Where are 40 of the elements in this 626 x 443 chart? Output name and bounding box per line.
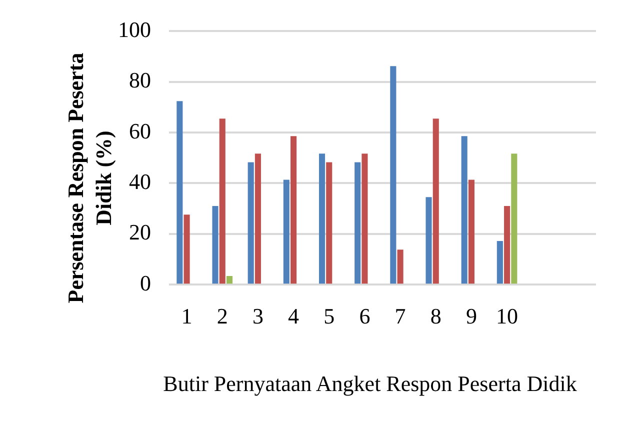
y-tick-label: 100 [118,16,151,42]
bar [326,162,332,284]
bar [362,154,368,284]
bar [212,206,218,284]
bar [504,206,510,284]
bar [432,118,439,284]
bar [318,154,326,284]
x-tick-label: 3 [252,304,264,329]
x-tick-label: 6 [359,304,370,329]
x-tick-label: 10 [496,304,518,329]
y-tick-label: 80 [129,68,151,93]
x-tick-label: 5 [324,304,335,329]
x-tick-label: 2 [216,304,228,329]
x-axis-title: Butir Pernyataan Angket Respon Peserta Didik [162,370,578,398]
x-tick-label: 9 [466,304,477,329]
x-tick-label: 4 [288,304,300,329]
bar [290,136,297,284]
x-tick-label: 1 [181,304,192,329]
y-tick-label: 60 [129,118,151,144]
x-tick-label: 8 [430,304,442,329]
bar [511,154,518,284]
bar [248,162,254,284]
y-tick-label: 40 [129,169,151,194]
bar [176,101,183,284]
bar [219,118,226,284]
bar [283,180,290,284]
y-axis-title: Persentase Respon Peserta Didik (%) [62,52,117,306]
bar [461,136,468,284]
bar [254,154,261,284]
bar [354,162,361,284]
bar [496,241,503,284]
bar [226,276,233,284]
x-tick-label: 7 [394,304,406,329]
y-tick-label: 0 [140,270,151,296]
bar [468,180,474,284]
bar [184,214,190,284]
bar [397,250,404,284]
bar [390,66,396,284]
bar [426,197,432,284]
y-tick-label: 20 [129,220,151,245]
